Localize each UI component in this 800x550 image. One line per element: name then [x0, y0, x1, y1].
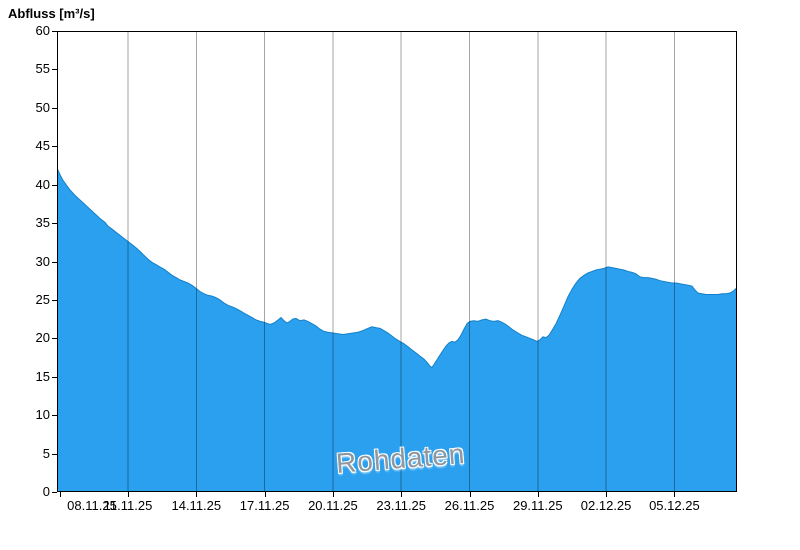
x-tick-mark: [470, 492, 471, 497]
discharge-area-series: [57, 167, 737, 492]
y-tick-mark: [52, 146, 57, 147]
y-tick-mark: [52, 31, 57, 32]
y-tick-label: 10: [35, 407, 50, 423]
y-tick-label: 30: [35, 253, 50, 269]
x-tick-label: 26.11.25: [444, 498, 495, 513]
y-tick-label: 5: [42, 445, 50, 461]
y-tick-label: 50: [35, 99, 50, 115]
x-tick-label: 20.11.25: [308, 498, 358, 513]
x-tick-label: 02.12.25: [580, 498, 632, 513]
x-tick-mark: [265, 492, 266, 497]
x-tick-label: 11.11.25: [103, 498, 153, 513]
x-tick-label: 08.11.25: [67, 498, 117, 513]
y-tick-label: 15: [35, 368, 50, 384]
y-tick-mark: [52, 108, 57, 109]
y-tick-mark: [52, 262, 57, 263]
y-tick-label: 35: [35, 215, 50, 231]
y-tick-mark: [52, 454, 57, 455]
y-tick-mark: [52, 223, 57, 224]
y-tick-label: 45: [35, 138, 50, 154]
x-tick-label: 17.11.25: [239, 498, 290, 513]
x-tick-mark: [606, 492, 607, 497]
x-tick-label: 14.11.25: [171, 498, 222, 513]
y-tick-mark: [52, 377, 57, 378]
y-tick-mark: [52, 69, 57, 70]
x-tick-mark: [128, 492, 129, 497]
chart-canvas: [57, 31, 737, 492]
x-tick-label: 05.12.25: [649, 498, 700, 513]
y-tick-mark: [52, 300, 57, 301]
x-tick-mark: [401, 492, 402, 497]
y-tick-mark: [52, 492, 57, 493]
y-tick-mark: [52, 338, 57, 339]
y-tick-label: 20: [35, 330, 50, 346]
y-tick-mark: [52, 415, 57, 416]
x-tick-mark: [674, 492, 675, 497]
discharge-series-line: [57, 167, 737, 369]
y-tick-label: 0: [42, 484, 50, 499]
x-tick-label: 29.11.25: [512, 498, 563, 513]
y-axis-title: Abfluss [m³/s]: [8, 6, 95, 21]
y-tick-label: 60: [35, 23, 50, 38]
x-tick-mark: [333, 492, 334, 497]
y-tick-mark: [52, 185, 57, 186]
y-tick-label: 55: [35, 61, 50, 77]
x-tick-mark: [196, 492, 197, 497]
y-tick-label: 40: [35, 176, 50, 192]
x-tick-label: 23.11.25: [376, 498, 427, 513]
plot-border: [57, 31, 737, 492]
x-tick-mark: [60, 492, 61, 497]
plot-area: [57, 31, 737, 492]
x-tick-mark: [538, 492, 539, 497]
y-tick-label: 25: [35, 291, 50, 307]
